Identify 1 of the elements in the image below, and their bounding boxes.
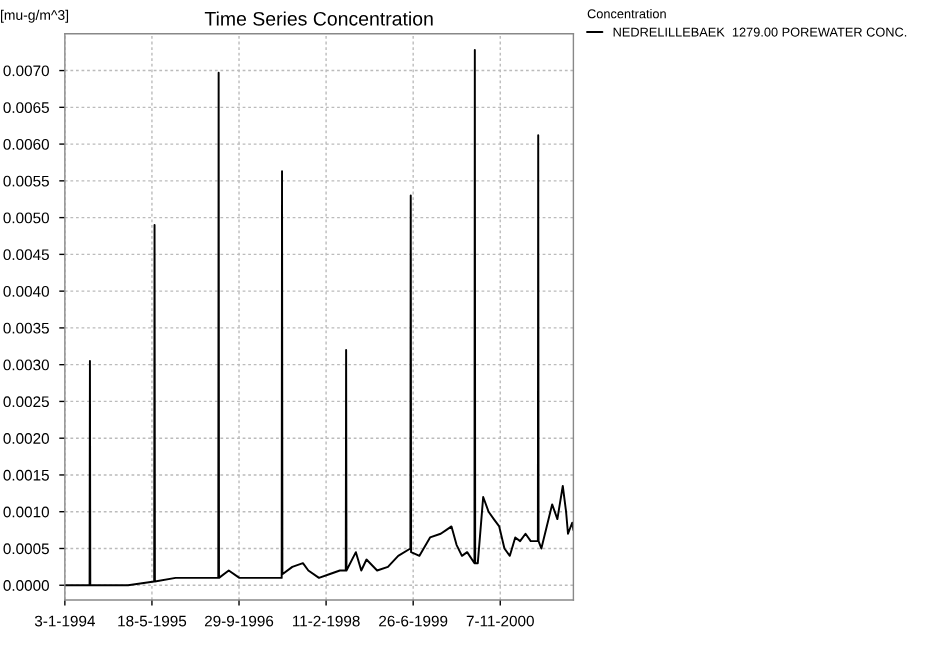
chart-title: Time Series Concentration xyxy=(204,11,433,26)
